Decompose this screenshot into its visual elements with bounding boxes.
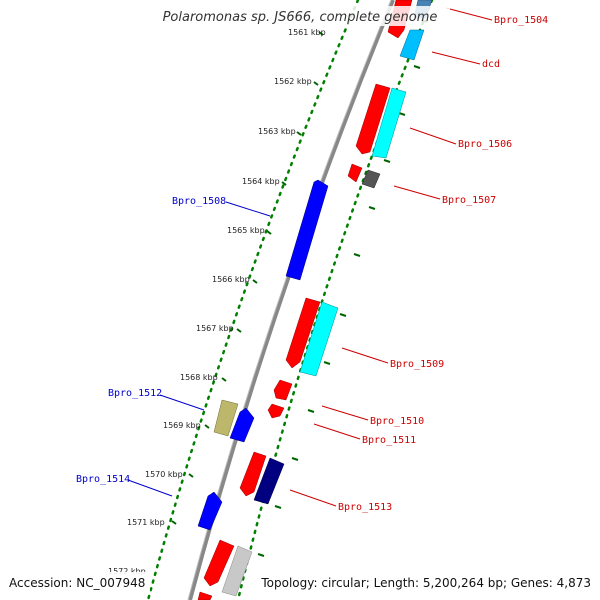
label-bpro-1514[interactable]: Bpro_1514 xyxy=(76,474,130,485)
gene-bpro-1510[interactable] xyxy=(273,379,293,401)
gene-bpro-1514[interactable] xyxy=(197,491,223,531)
gene-bottom-gray[interactable] xyxy=(221,545,253,597)
label-bpro-1511[interactable]: Bpro_1511 xyxy=(362,435,416,446)
label-bpro-1508[interactable]: Bpro_1508 xyxy=(172,196,226,207)
tick-label-1562: 1562 kbp xyxy=(274,77,312,86)
leader-bpro-1509 xyxy=(341,347,389,364)
leader-bpro-1514 xyxy=(127,479,173,497)
map-title: Polaromonas sp. JS666, complete genome xyxy=(163,10,438,25)
leader-bpro-1511 xyxy=(313,423,361,440)
tick-marks xyxy=(171,31,324,525)
gene-bottom-red[interactable] xyxy=(203,539,235,587)
tick-label-1563: 1563 kbp xyxy=(258,127,296,136)
tick-label-1571: 1571 kbp xyxy=(127,518,165,527)
gene-bpro-1513-a[interactable] xyxy=(239,451,267,497)
gene-bpro-1512-b[interactable] xyxy=(229,407,255,443)
outer-dotted-ring xyxy=(236,0,434,600)
gene-bpro-1507-b[interactable] xyxy=(361,169,381,189)
leader-dcd xyxy=(431,51,481,65)
label-bpro-1513[interactable]: Bpro_1513 xyxy=(338,502,392,513)
leader-bpro-1507 xyxy=(393,185,441,200)
accession-text: Accession: NC_007948 xyxy=(9,576,145,590)
gene-bpro-1513-b[interactable] xyxy=(253,457,285,505)
gene-bpro-1506-b[interactable] xyxy=(371,87,407,159)
leader-bpro-1512 xyxy=(159,394,205,411)
label-bpro-1507[interactable]: Bpro_1507 xyxy=(442,195,496,206)
gene-bpro-1506-a[interactable] xyxy=(355,83,391,155)
footer-backing-left xyxy=(4,572,150,592)
gene-bpro-1511[interactable] xyxy=(267,403,285,419)
label-bpro-1504[interactable]: Bpro_1504 xyxy=(494,15,548,26)
label-bpro-1512[interactable]: Bpro_1512 xyxy=(108,388,162,399)
gene-bottom-red-2[interactable] xyxy=(197,591,213,600)
tick-label-1569: 1569 kbp xyxy=(163,421,201,430)
tick-label-1570: 1570 kbp xyxy=(145,470,183,479)
summary-text: Topology: circular; Length: 5,200,264 bp… xyxy=(260,576,591,590)
tick-label-1567: 1567 kbp xyxy=(196,324,234,333)
label-bpro-1510[interactable]: Bpro_1510 xyxy=(370,416,424,427)
footer-backing-right xyxy=(258,572,596,592)
tick-label-1561: 1561 kbp xyxy=(288,28,326,37)
leader-bpro-1510 xyxy=(321,405,369,421)
gene-bpro-1509-a[interactable] xyxy=(285,297,321,369)
gene-bpro-1512-a[interactable] xyxy=(213,399,239,437)
tick-label-1565: 1565 kbp xyxy=(227,226,265,235)
gene-dcd[interactable] xyxy=(399,29,425,61)
leader-bpro-1513 xyxy=(289,489,337,507)
leader-bpro-1508 xyxy=(225,201,271,217)
title-backing xyxy=(150,6,450,26)
label-dcd[interactable]: dcd xyxy=(482,59,500,70)
gene-bpro-1509-b[interactable] xyxy=(299,301,339,377)
gene-bpro-1508[interactable] xyxy=(285,179,329,281)
gene-bpro-1507-a[interactable] xyxy=(347,163,363,183)
leader-bpro-1504 xyxy=(445,7,493,21)
tick-label-1564: 1564 kbp xyxy=(242,177,280,186)
label-bpro-1509[interactable]: Bpro_1509 xyxy=(390,359,444,370)
tick-label-1568: 1568 kbp xyxy=(180,373,218,382)
inner-dotted-ring xyxy=(146,0,360,600)
label-bpro-1506[interactable]: Bpro_1506 xyxy=(458,139,512,150)
leader-bpro-1506 xyxy=(409,127,457,145)
tick-label-1566: 1566 kbp xyxy=(212,275,250,284)
tick-label-1572: 1572 kbp xyxy=(108,567,146,576)
